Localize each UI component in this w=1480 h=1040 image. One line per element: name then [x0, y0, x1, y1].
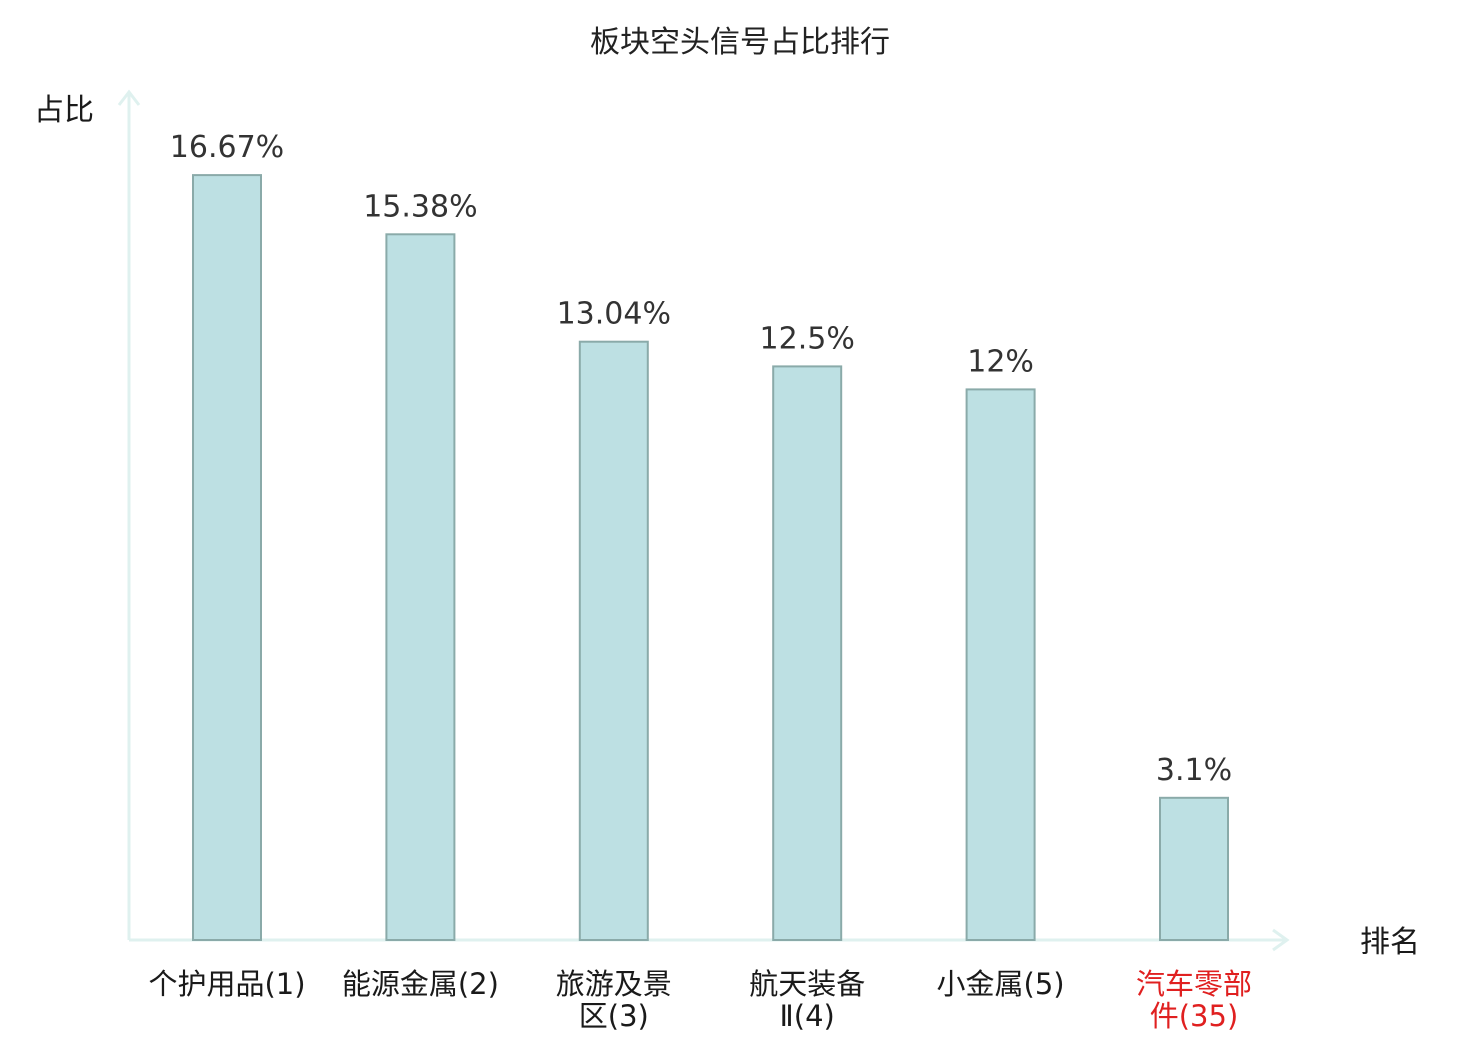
data-label-6: 3.1% — [1156, 753, 1232, 788]
category-label-3: 旅游及景区(3) — [556, 967, 672, 1033]
bar-3 — [578, 340, 649, 941]
x-axis-label: 排名 — [1360, 925, 1420, 960]
bar-1 — [192, 174, 262, 942]
bar-series: 16.67% 个护用品(1) 15.38% 能源金属(2) 13.04% 旅游及景区(3)… — [148, 130, 1252, 1033]
category-label-5: 小金属(5) — [937, 967, 1065, 1001]
category-label-1: 个护用品(1) — [148, 967, 305, 1001]
category-label-2: 能源金属(2) — [342, 967, 499, 1001]
x-axis-arrow — [1272, 928, 1290, 952]
data-label-3: 13.04% — [557, 297, 671, 332]
bar-6 — [1159, 796, 1229, 941]
category-label-6: 汽车零部件(35) — [1136, 967, 1252, 1033]
y-axis-arrow — [117, 89, 141, 106]
data-label-4: 12.5% — [760, 321, 855, 356]
chart-title: 板块空头信号占比排行 — [590, 25, 890, 60]
bar-4 — [772, 365, 843, 941]
data-label-2: 15.38% — [363, 189, 477, 224]
y-axis-label: 占比 — [34, 93, 94, 128]
category-label-4: 航天装备 Ⅱ(4) — [749, 967, 865, 1033]
bar-2 — [385, 233, 456, 942]
data-label-5: 12% — [967, 344, 1034, 379]
bar-5 — [965, 388, 1036, 941]
data-label-1: 16.67% — [170, 130, 284, 165]
